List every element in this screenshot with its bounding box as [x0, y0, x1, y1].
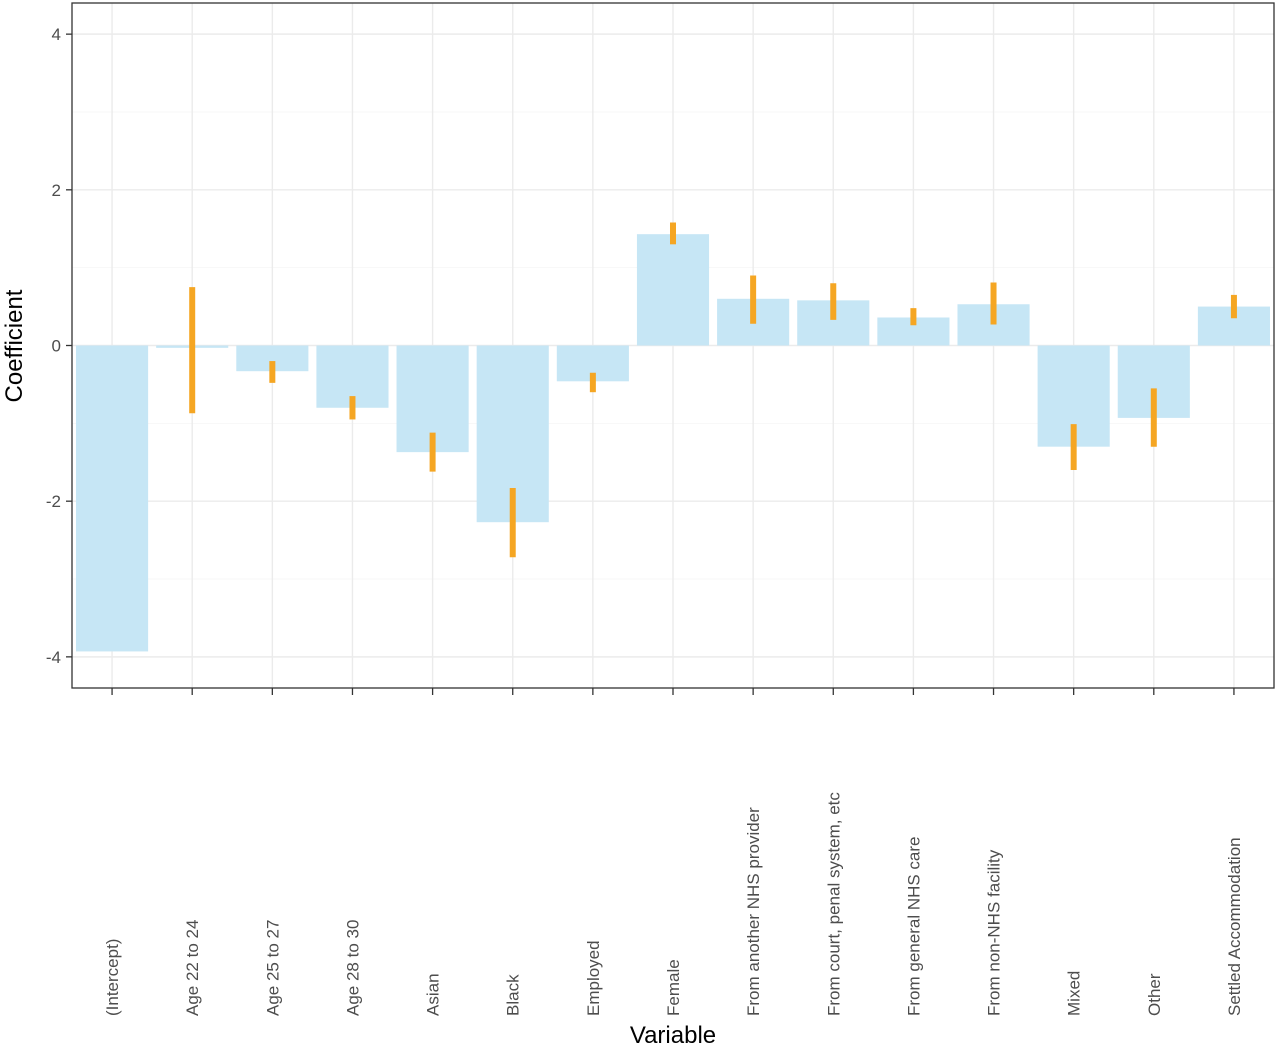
x-tick-label: Settled Accommodation	[1225, 837, 1244, 1016]
y-tick-label: 0	[52, 337, 61, 356]
bar-0	[76, 345, 149, 652]
y-tick-label: 4	[52, 25, 61, 44]
bar-7	[636, 234, 710, 346]
y-axis-title: Coefficient	[1, 289, 28, 402]
y-tick-label: -4	[46, 648, 61, 667]
x-tick-label: Age 25 to 27	[263, 920, 282, 1016]
y-axis: -4 -2 0 2 4	[46, 25, 72, 667]
x-tick-label: From general NHS care	[904, 836, 923, 1016]
x-tick-label: Black	[504, 974, 523, 1016]
x-axis: (Intercept) Age 22 to 24 Age 25 to 27 Age 2…	[103, 688, 1244, 1016]
y-tick-label: 2	[52, 181, 61, 200]
x-tick-label: From court, penal system, etc	[824, 792, 843, 1016]
x-tick-label: Female	[664, 959, 683, 1016]
x-tick-label: Age 28 to 30	[343, 920, 362, 1016]
x-tick-label: Mixed	[1065, 971, 1084, 1016]
x-axis-title: Variable	[630, 1022, 716, 1049]
x-tick-label: (Intercept)	[103, 939, 122, 1016]
x-tick-label: Other	[1145, 973, 1164, 1016]
y-tick-label: -2	[46, 492, 61, 511]
error-bars	[189, 222, 1237, 558]
x-tick-label: Age 22 to 24	[183, 920, 202, 1016]
x-tick-label: From non-NHS facility	[985, 849, 1004, 1016]
x-tick-label: Employed	[584, 940, 603, 1016]
x-tick-label: Asian	[424, 973, 443, 1016]
x-tick-label: From another NHS provider	[744, 807, 763, 1016]
